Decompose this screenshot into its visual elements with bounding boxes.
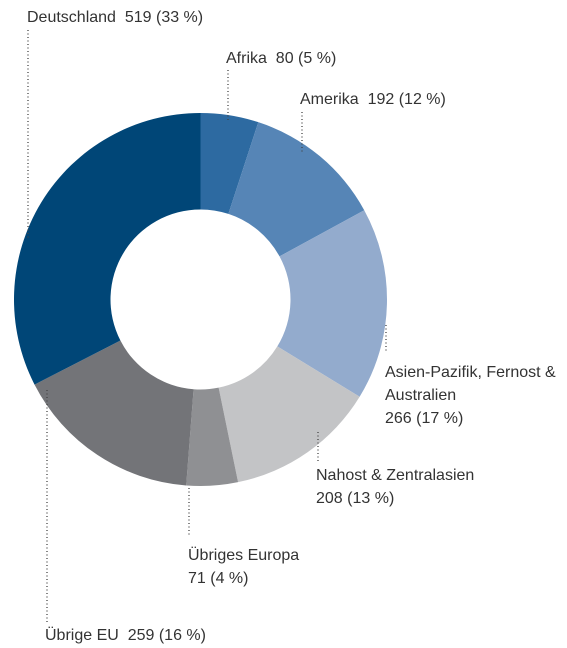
label: Amerika 192 (12 %): [300, 88, 446, 111]
category-label: Asien-Pazifik, Fernost & Australien: [385, 364, 556, 404]
value-label: 80 (5 %): [275, 50, 337, 67]
category-label: Nahost & Zentralasien: [316, 467, 475, 484]
wedge: [200, 113, 259, 214]
wedges: [13, 113, 387, 486]
wedge: [277, 210, 387, 397]
value-label: 266 (17 %): [385, 410, 464, 427]
value-label: 208 (13 %): [316, 490, 395, 507]
label: Deutschland 519 (33 %): [27, 6, 203, 29]
category-label: Afrika: [226, 50, 267, 67]
wedge: [218, 346, 360, 483]
label: Übriges Europa 71 (4 %): [188, 544, 299, 590]
category-label: Amerika: [300, 91, 359, 108]
wedge: [186, 387, 239, 486]
label: Nahost & Zentralasien 208 (13 %): [316, 464, 474, 510]
wedge: [13, 113, 201, 385]
category-label: Übriges Europa: [188, 547, 300, 564]
label: Afrika 80 (5 %): [226, 47, 336, 70]
value-label: 259 (16 %): [127, 627, 206, 644]
category-label: Deutschland: [27, 9, 116, 26]
label: Asien-Pazifik, Fernost & Australien 266 (…: [385, 361, 563, 430]
label: Übrige EU 259 (16 %): [45, 624, 206, 647]
wedge: [228, 122, 365, 257]
value-label: 71 (4 %): [188, 570, 249, 587]
wedge: [34, 340, 194, 486]
value-label: 519 (33 %): [124, 9, 204, 26]
category-label: Übrige EU: [45, 627, 119, 644]
value-label: 192 (12 %): [367, 91, 446, 108]
